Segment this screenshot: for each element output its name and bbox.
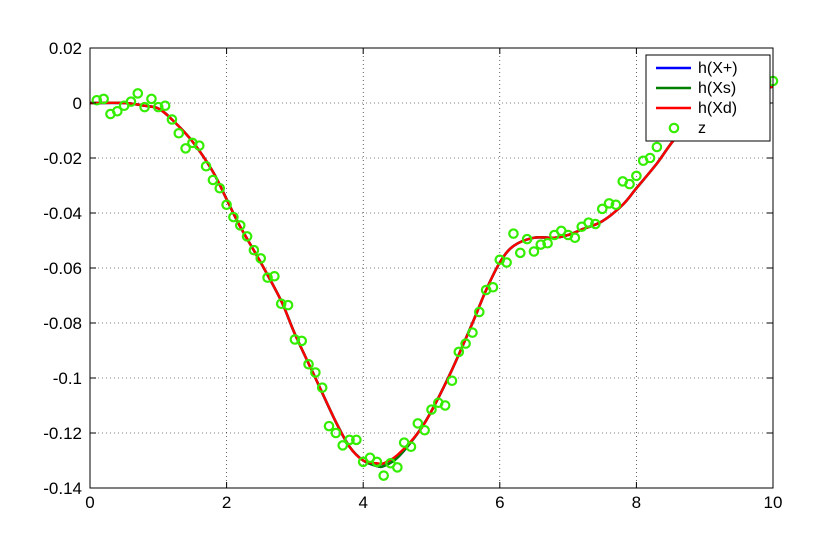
scatter-point — [590, 218, 601, 230]
x-tick-label: 4 — [358, 493, 367, 512]
legend-swatch-z — [668, 122, 680, 134]
scatter-point — [467, 327, 478, 338]
scatter-point — [248, 244, 260, 256]
scatter-point — [316, 382, 328, 393]
y-tick-label: -0.06 — [43, 259, 82, 278]
scatter-point — [514, 247, 526, 259]
scatter-point — [159, 100, 171, 112]
x-tick-label: 10 — [764, 493, 783, 512]
scatter-point — [132, 88, 144, 99]
scatter-point — [146, 93, 157, 105]
legend-label: h(Xs) — [698, 80, 736, 97]
scatter-point — [275, 298, 287, 310]
x-tick-label: 0 — [85, 493, 94, 512]
legend-label: z — [698, 120, 706, 137]
scatter-point — [487, 281, 499, 293]
scatter-point — [644, 152, 656, 164]
scatter-point — [241, 231, 253, 242]
scatter-point — [344, 434, 355, 446]
scatter-point — [173, 127, 185, 139]
scatter-point — [303, 358, 314, 370]
scatter-point — [289, 334, 301, 345]
scatter-point — [180, 143, 191, 154]
scatter-point — [501, 257, 512, 268]
scatter-point — [624, 178, 635, 190]
scatter-point — [91, 94, 103, 106]
scatter-point — [255, 253, 267, 264]
y-tick-label: -0.02 — [43, 149, 82, 168]
scatter-point — [426, 404, 437, 415]
y-tick-label: -0.1 — [53, 369, 82, 388]
scatter-point — [535, 239, 547, 250]
scatter-point — [508, 228, 519, 239]
scatter-point — [139, 101, 150, 113]
scatter-point — [528, 246, 540, 257]
scatter-point — [207, 174, 219, 186]
legend-label: h(Xd) — [698, 100, 737, 117]
legend: h(X+) h(Xs) h(Xd) z — [645, 54, 771, 142]
scatter-point — [282, 299, 294, 311]
scatter-point — [337, 440, 349, 451]
scatter-point — [651, 141, 663, 153]
scatter-point — [521, 233, 533, 245]
scatter-point — [412, 418, 424, 429]
scatter-point — [453, 346, 465, 358]
y-tick-label: -0.08 — [43, 314, 82, 333]
y-tick-label: 0 — [73, 94, 82, 113]
scatter-point — [371, 456, 383, 468]
scatter-point — [200, 160, 212, 172]
y-tick-label: -0.14 — [43, 479, 82, 498]
scatter-point — [323, 420, 335, 432]
scatter-point — [296, 335, 308, 347]
scatter-point — [460, 338, 471, 349]
scatter-point — [310, 367, 321, 378]
scatter-point — [631, 170, 642, 182]
x-tick-label: 6 — [495, 493, 504, 512]
scatter-point — [419, 424, 430, 436]
y-tick-label: -0.12 — [43, 424, 82, 443]
x-tick-label: 2 — [222, 493, 231, 512]
scatter-point — [234, 220, 246, 231]
scatter-point — [221, 199, 232, 211]
scatter-point — [351, 434, 362, 446]
scatter-point — [98, 93, 109, 105]
scatter-point — [166, 114, 178, 125]
x-tick-label: 8 — [632, 493, 641, 512]
y-tick-label: -0.04 — [43, 204, 82, 223]
scatter-point — [269, 270, 280, 282]
scatter-point — [228, 211, 239, 223]
scatter-point — [378, 470, 389, 481]
scatter-point — [446, 375, 458, 387]
grid — [90, 48, 773, 488]
scatter-point — [112, 105, 123, 117]
scatter-point — [439, 400, 451, 411]
scatter-point — [603, 198, 615, 209]
scatter-point — [193, 140, 205, 151]
scatter-point — [214, 182, 226, 194]
axis-ticks: 0 2 4 6 8 10 -0.14 -0.12 -0.1 -0.08 -0.06 -0.04 -0.0… — [43, 39, 782, 512]
scatter-point — [474, 306, 485, 318]
scatter-point — [153, 101, 164, 113]
scatter-point — [330, 427, 342, 439]
scatter-point — [569, 232, 581, 244]
legend-label: h(X+) — [698, 60, 738, 77]
legend-box — [645, 54, 771, 142]
y-tick-label: 0.02 — [49, 39, 82, 58]
scatter-point — [610, 199, 622, 211]
scatter-point — [392, 462, 403, 473]
scatter-point — [542, 237, 553, 249]
scatter-point — [262, 272, 273, 283]
scatter-point — [596, 203, 608, 215]
scatter-point — [583, 217, 594, 228]
scatter-point — [125, 96, 137, 107]
scatter-point — [405, 441, 417, 453]
